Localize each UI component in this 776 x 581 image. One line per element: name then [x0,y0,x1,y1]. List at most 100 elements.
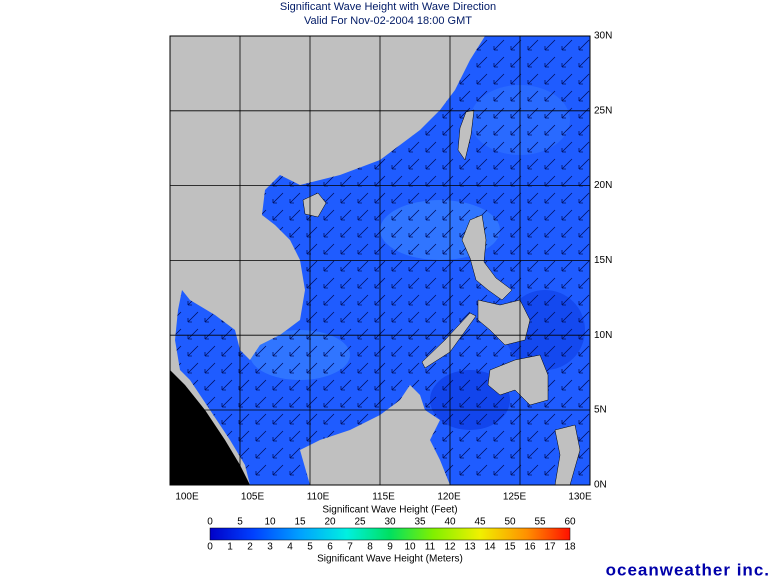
wave-arrow [578,209,590,221]
wave-arrow [578,345,590,357]
wave-arrow [459,90,471,102]
palawan [421,312,477,369]
wave-arrow [272,379,284,391]
wave-arrow [561,294,573,306]
wave-arrow [476,107,488,119]
wave-arrow [391,243,403,255]
wave-arrow [493,90,505,102]
lon-label: 105E [241,492,265,503]
wave-arrow [323,209,335,221]
hainan [302,192,327,218]
wave-arrow [476,141,488,153]
wave-arrow [578,379,590,391]
wave-arrow [510,277,522,289]
wave-arrow [289,192,301,204]
feet-label: 25 [354,517,366,528]
wave-arrow [442,124,454,136]
wave-arrow [510,158,522,170]
wave-arrow [187,362,199,374]
meters-label: 9 [387,542,393,553]
wave-arrow [425,226,437,238]
wave-arrow [561,192,573,204]
wave-arrow [527,345,539,357]
meters-label: 8 [367,542,373,553]
wave-arrow [527,260,539,272]
wave-arrow [476,124,488,136]
wave-arrow [510,413,522,425]
wave-arrow [357,345,369,357]
wave-arrow [493,56,505,68]
lat-label: 0N [594,479,607,490]
wave-arrow [408,260,420,272]
wave-arrow [510,107,522,119]
wave-arrow [289,345,301,357]
wave-arrow [544,464,556,476]
wave-arrow [425,209,437,221]
feet-label: 15 [294,517,306,528]
wave-arrow [493,226,505,238]
wave-arrow [340,379,352,391]
wave-arrow [289,362,301,374]
meters-label: 6 [327,542,333,553]
wave-arrow [544,345,556,357]
wave-arrow [357,243,369,255]
wave-arrow [323,379,335,391]
wave-arrow [561,379,573,391]
wave-arrow [255,379,267,391]
feet-label: 40 [444,517,456,528]
wave-arrow [578,90,590,102]
wave-arrow [255,396,267,408]
wave-arrow [561,396,573,408]
wave-arrow [527,243,539,255]
wave-arrow [561,209,573,221]
wave-arrow [272,413,284,425]
wave-arrow [578,328,590,340]
wave-arrow [391,328,403,340]
wave-arrow [408,209,420,221]
wave-arrow [204,328,216,340]
wave-arrow [476,90,488,102]
wave-arrow [391,379,403,391]
wave-arrow [561,413,573,425]
wave-arrow [357,413,369,425]
wave-arrow [391,362,403,374]
wave-arrow [527,124,539,136]
wave-arrow [340,243,352,255]
wave-arrow [408,277,420,289]
meters-label: 14 [484,542,496,553]
wave-arrow [578,73,590,85]
wave-arrow [544,158,556,170]
wave-arrow [561,362,573,374]
wave-arrow [510,124,522,136]
meters-label: 0 [207,542,213,553]
lat-label: 25N [594,105,612,116]
wave-arrow [289,430,301,442]
wave-arrow [425,243,437,255]
meters-label: 17 [544,542,556,553]
wave-arrow [527,192,539,204]
wave-arrow [459,430,471,442]
wave-arrow [493,413,505,425]
wave-arrow [561,328,573,340]
wave-arrow [527,90,539,102]
wave-arrow [459,447,471,459]
wave-arrow [578,141,590,153]
wave-arrow [578,447,590,459]
wave-arrow [289,379,301,391]
wave-arrow [323,328,335,340]
wave-arrow [323,260,335,272]
lon-label: 110E [307,492,330,503]
wave-arrow [527,277,539,289]
wave-arrow [544,447,556,459]
wave-arrow [578,192,590,204]
wave-arrow [527,413,539,425]
wave-arrow [527,447,539,459]
wave-arrow [442,447,454,459]
wave-arrow [578,464,590,476]
wave-arrow [323,277,335,289]
wave-arrow [442,226,454,238]
wave-arrow [578,260,590,272]
wave-arrow [527,430,539,442]
wave-arrow [544,430,556,442]
